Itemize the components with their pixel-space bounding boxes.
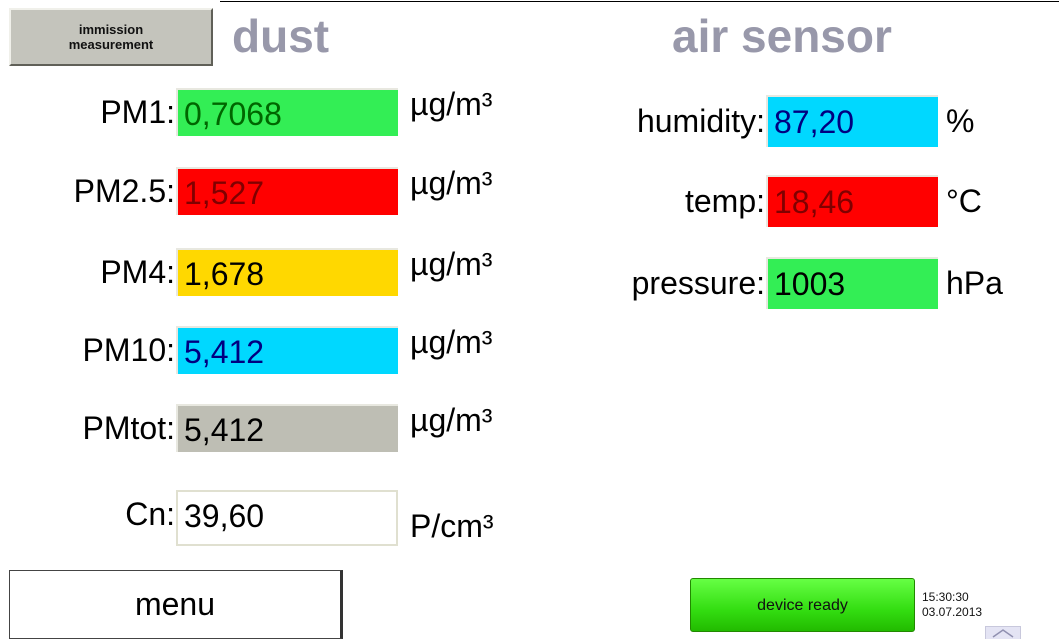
- dust-unit: µg/m³: [410, 165, 493, 201]
- menu-button[interactable]: menu: [9, 570, 343, 639]
- air-label: humidity:: [636, 103, 765, 139]
- air-unit: hPa: [946, 265, 1003, 301]
- air-value: 18,46: [766, 175, 938, 227]
- air-title: air sensor: [672, 10, 892, 62]
- button-text: measurement: [68, 37, 154, 52]
- dust-value: 5,412: [176, 404, 398, 452]
- immission-button[interactable]: immission measurement: [9, 8, 213, 66]
- dust-unit: µg/m³: [410, 246, 493, 282]
- dust-label: Cn:: [125, 496, 175, 532]
- dust-title: dust: [232, 10, 330, 62]
- dust-label: PMtot:: [82, 410, 175, 446]
- air-unit: °C: [946, 183, 982, 219]
- dust-value: 0,7068: [176, 88, 398, 136]
- dust-unit: µg/m³: [410, 324, 493, 360]
- dust-unit: P/cm³: [410, 508, 494, 544]
- air-value: 1003: [766, 257, 938, 309]
- dust-value: 1,678: [176, 248, 398, 296]
- dust-label: PM4:: [100, 254, 175, 290]
- dust-value: 5,412: [176, 326, 398, 374]
- button-text: immission: [78, 22, 144, 37]
- date: 03.07.2013: [922, 605, 983, 619]
- dust-value: 1,527: [176, 167, 398, 215]
- air-unit: %: [946, 103, 975, 139]
- air-label: pressure:: [631, 265, 765, 301]
- status-button[interactable]: device ready: [690, 578, 915, 632]
- dust-label: PM10:: [82, 332, 175, 368]
- dust-value: 39,60: [176, 490, 398, 546]
- dust-unit: µg/m³: [410, 402, 493, 438]
- time: 15:30:30: [922, 590, 969, 604]
- air-label: temp:: [684, 183, 765, 219]
- top-line: [220, 1, 1059, 2]
- air-value: 87,20: [766, 95, 938, 147]
- dust-unit: µg/m³: [410, 86, 493, 122]
- scroll-arrow[interactable]: [985, 626, 1021, 639]
- dust-label: PM2.5:: [73, 173, 175, 209]
- dust-label: PM1:: [100, 94, 175, 130]
